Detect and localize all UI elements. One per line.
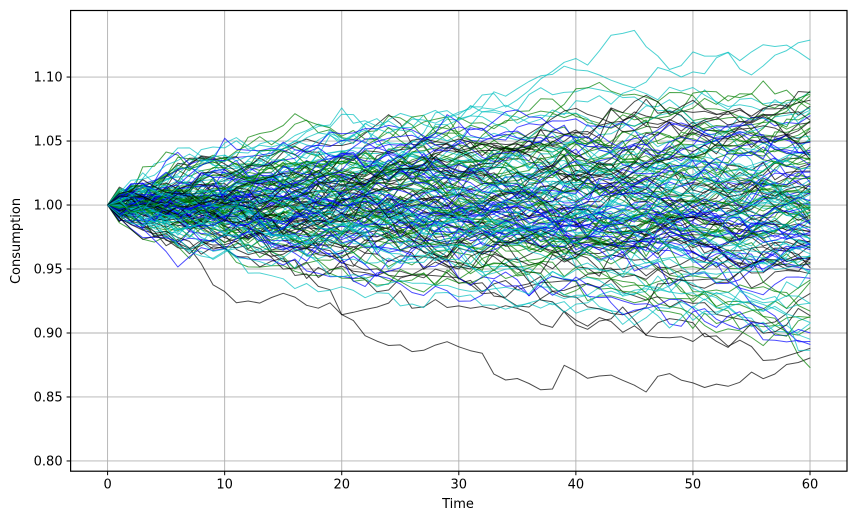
consumption-path xyxy=(107,127,811,209)
x-tick-label: 30 xyxy=(451,478,468,493)
consumption-path xyxy=(107,152,811,250)
consumption-path xyxy=(107,124,811,207)
consumption-path xyxy=(107,204,811,308)
consumption-path xyxy=(107,204,811,313)
consumption-path xyxy=(107,109,811,206)
consumption-path xyxy=(107,189,811,263)
consumption-path xyxy=(107,196,811,329)
consumption-path xyxy=(107,171,811,248)
consumption-path xyxy=(107,125,811,206)
y-tick-label: 0.95 xyxy=(34,263,63,278)
consumption-path xyxy=(107,167,811,297)
consumption-path xyxy=(107,189,811,295)
x-tick-label: 40 xyxy=(568,478,585,493)
consumption-path xyxy=(107,130,811,229)
y-tick-label: 1.00 xyxy=(34,199,63,214)
consumption-path xyxy=(107,204,811,261)
consumption-path xyxy=(107,194,811,281)
consumption-path xyxy=(107,29,811,206)
consumption-path xyxy=(107,161,811,224)
consumption-path xyxy=(107,91,811,214)
consumption-path xyxy=(107,155,811,212)
consumption-path xyxy=(107,196,811,260)
consumption-path xyxy=(107,204,811,323)
consumption-path xyxy=(107,156,811,245)
consumption-path xyxy=(107,204,811,348)
consumption-path xyxy=(107,187,811,312)
y-tick-label: 0.85 xyxy=(34,390,63,405)
consumption-path xyxy=(107,171,811,223)
consumption-path xyxy=(107,203,811,274)
consumption-path xyxy=(107,129,811,211)
consumption-path xyxy=(107,180,811,270)
x-tick-label: 20 xyxy=(333,478,350,493)
axis-ticks: 0 10 20 30 40 50 60 0.80 0.85 0.90 0.95 1.00 1.05 1.1… xyxy=(34,71,819,493)
x-tick-label: 50 xyxy=(685,478,702,493)
consumption-path xyxy=(107,124,811,214)
x-tick-label: 10 xyxy=(216,478,233,493)
consumption-path xyxy=(107,199,811,351)
consumption-path xyxy=(107,204,811,393)
y-tick-label: 1.10 xyxy=(34,71,63,86)
consumption-path xyxy=(107,197,811,277)
y-axis-label: Consumption xyxy=(9,198,24,284)
consumption-path xyxy=(107,130,811,208)
consumption-path xyxy=(107,161,811,249)
x-tick-label: 0 xyxy=(103,478,111,493)
y-tick-label: 1.05 xyxy=(34,135,63,150)
consumption-path xyxy=(107,136,811,206)
x-axis-label: Time xyxy=(441,497,474,512)
y-tick-label: 0.80 xyxy=(34,454,63,469)
x-tick-label: 60 xyxy=(802,478,819,493)
consumption-path xyxy=(107,107,811,206)
consumption-path xyxy=(107,171,811,254)
consumption-path xyxy=(107,93,811,206)
consumption-path xyxy=(107,87,811,206)
consumption-path xyxy=(107,163,811,233)
consumption-path xyxy=(107,151,811,227)
consumption-path xyxy=(107,202,811,345)
consumption-path xyxy=(107,39,811,206)
data-series-layer xyxy=(107,29,811,393)
y-tick-label: 0.90 xyxy=(34,326,63,341)
consumption-path xyxy=(107,132,811,211)
